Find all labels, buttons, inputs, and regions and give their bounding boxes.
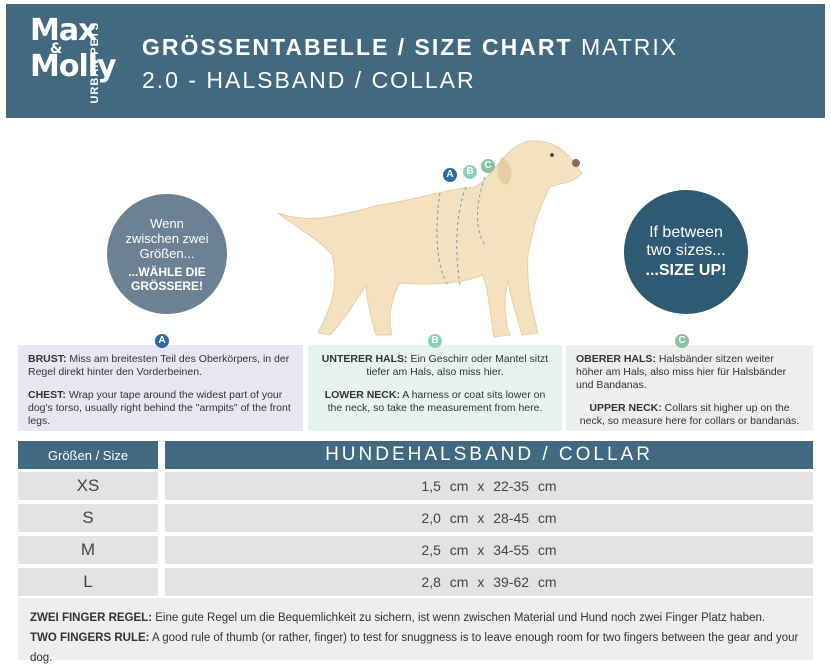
notes: ZWEI FINGER REGEL: Eine gute Regel um di… — [18, 598, 813, 664]
info-label: BRUST: — [28, 353, 67, 365]
table-header: Größen / Size — [18, 441, 158, 469]
info-label: CHEST: — [28, 389, 66, 401]
size-cell: S — [18, 504, 158, 532]
title: GRÖSSENTABELLE / SIZE CHART MATRIX — [142, 34, 678, 61]
logo-amp: & — [50, 41, 62, 57]
note-text: Eine gute Regel um die Bequemlichkeit zu… — [155, 612, 766, 624]
logo: Max & Molly — [30, 13, 117, 84]
note-text: A good rule of thumb (or rather, finger)… — [30, 632, 799, 664]
dog-illustration — [277, 140, 583, 338]
info-text: Collars sit higher up on the neck, so me… — [579, 402, 800, 427]
tip-left: Wenn zwischen zwei Größen... ...WÄHLE DIE… — [107, 194, 227, 314]
note-label: ZWEI FINGER REGEL: — [30, 612, 153, 624]
title-light: MATRIX — [580, 34, 679, 60]
measurement-cell: 1,5 cm x 22-35 cm — [165, 472, 813, 500]
measurement-cell: 2,0 cm x 28-45 cm — [165, 504, 813, 532]
size-cell: M — [18, 536, 158, 564]
info-letter: C — [675, 334, 689, 348]
table-header: HUNDEHALSBAND / COLLAR — [165, 441, 813, 469]
info-letter: A — [155, 334, 169, 348]
marker: A — [443, 168, 457, 182]
info-label: LOWER NECK: — [324, 389, 400, 401]
note-label: TWO FINGERS RULE: — [30, 632, 150, 644]
tip-text: Wenn zwischen zwei Größen... — [125, 215, 209, 261]
size-cell: L — [18, 568, 158, 596]
tip-bold: ...SIZE UP! — [645, 262, 727, 279]
info-text: Halsbänder sitzen weiter höher am Hals, … — [576, 353, 787, 391]
logo-top: Max — [30, 13, 97, 48]
info-label: OBERER HALS: — [576, 353, 656, 365]
tip-right: If between two sizes... ...SIZE UP! — [624, 190, 748, 314]
size-cell: XS — [18, 472, 158, 500]
info-label: UNTERER HALS: — [321, 353, 408, 365]
info-box: BRUST: Miss am breitesten Teil des Oberk… — [18, 345, 303, 431]
marker: C — [481, 159, 495, 173]
measurement-cell: 2,8 cm x 39-62 cm — [165, 568, 813, 596]
tip-bold: ...WÄHLE DIE GRÖSSERE! — [128, 264, 206, 293]
info-text: A harness or coat sits lower on the neck… — [327, 389, 546, 414]
logo-side: URBAN PETS — [89, 22, 101, 104]
subtitle: 2.0 - HALSBAND / COLLAR — [142, 67, 476, 93]
tip-text: If between two sizes... — [646, 224, 726, 259]
logo-bottom: Molly — [30, 49, 117, 84]
info-box: UNTERER HALS: Ein Geschirr oder Mantel s… — [308, 345, 562, 431]
header: Max & Molly URBAN PETS GRÖSSENTABELLE / SI… — [6, 4, 825, 118]
info-text: Wrap your tape around the widest part of… — [28, 389, 291, 427]
title-bold: GRÖSSENTABELLE / SIZE CHART — [142, 34, 573, 60]
info-box: OBERER HALS: Halsbänder sitzen weiter hö… — [566, 345, 813, 431]
info-text: Ein Geschirr oder Mantel sitzt tiefer am… — [366, 353, 549, 378]
info-letter: B — [428, 334, 442, 348]
marker: B — [463, 165, 477, 179]
measurement-cell: 2,5 cm x 34-55 cm — [165, 536, 813, 564]
info-label: UPPER NECK: — [589, 402, 662, 414]
info-text: Miss am breitesten Teil des Oberkörpers,… — [28, 353, 290, 378]
